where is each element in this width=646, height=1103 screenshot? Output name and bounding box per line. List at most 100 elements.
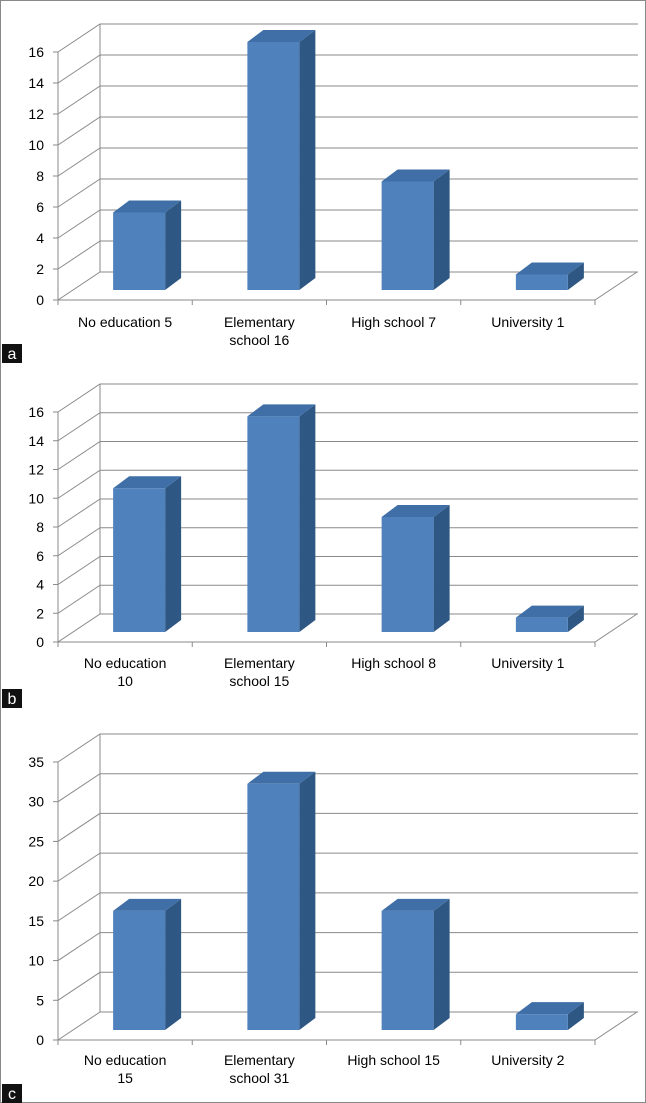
bar-side <box>567 262 584 290</box>
y-tick-label: 20 <box>28 873 44 889</box>
bar <box>247 416 300 632</box>
grid-line <box>57 613 638 643</box>
y-tick-label: 5 <box>36 992 44 1008</box>
grid-line <box>57 85 638 115</box>
y-tick-label: 2 <box>36 605 44 621</box>
bar <box>113 212 166 290</box>
y-tick-label: 4 <box>36 577 44 593</box>
bar-side <box>433 169 450 290</box>
panel-label: a <box>8 346 17 363</box>
y-tick-label: 0 <box>36 292 44 308</box>
grid-line <box>57 584 638 614</box>
x-tick-label: University 2 <box>491 1052 564 1068</box>
panel-label-box <box>2 344 22 363</box>
y-tick-label: 10 <box>28 953 44 969</box>
bar-side <box>299 771 316 1030</box>
y-tick-label: 16 <box>28 44 44 60</box>
y-tick-label: 15 <box>28 913 44 929</box>
y-tick-label: 0 <box>36 634 44 650</box>
x-tick-label: High school 15 <box>347 1052 440 1068</box>
bar-side <box>165 200 182 290</box>
x-tick-label: University 1 <box>491 655 564 671</box>
bar-side <box>567 1002 584 1030</box>
grid-line <box>57 556 638 585</box>
grid-line <box>57 812 638 842</box>
bar-top <box>247 404 316 417</box>
grid-line <box>57 498 638 528</box>
bar-top <box>381 505 450 517</box>
bar <box>381 181 434 290</box>
bar-top <box>247 771 316 784</box>
grid-line <box>57 932 638 961</box>
bar-top <box>113 898 182 911</box>
bar-top <box>381 898 450 911</box>
grid-line <box>57 441 638 470</box>
y-tick-label: 35 <box>28 754 44 770</box>
chart-panel: 0 2 4 6 8 10 12 14 16 No education 10 Elementary sch… <box>2 383 638 708</box>
x-tick-label: Elementary school 31 <box>224 1052 295 1086</box>
chart-panel: 0 5 10 15 20 25 30 35 No education 15 Elementary sc… <box>2 733 638 1103</box>
grid-line <box>57 271 638 301</box>
y-tick-label: 10 <box>28 490 44 506</box>
y-tick-label: 4 <box>36 230 44 246</box>
grid-line <box>57 469 638 499</box>
grid-line <box>57 773 638 803</box>
bar <box>515 1014 568 1030</box>
bar <box>247 42 300 290</box>
y-tick-label: 16 <box>28 404 44 420</box>
panel-label-box <box>2 1084 22 1103</box>
grid-line <box>57 852 638 882</box>
x-tick-label: High school 7 <box>351 314 436 330</box>
panel-label-box <box>2 689 22 708</box>
grid-line <box>57 147 638 177</box>
bar-side <box>433 505 450 632</box>
bar-top <box>381 169 450 182</box>
grid-line <box>57 240 638 270</box>
x-tick-label: Elementary school 15 <box>224 655 295 689</box>
bar-top <box>515 262 584 275</box>
y-tick-label: 6 <box>36 199 44 215</box>
bar-top <box>247 30 316 42</box>
bar-side <box>165 898 182 1030</box>
grid-line <box>57 412 638 442</box>
bar <box>381 910 434 1030</box>
y-tick-label: 0 <box>36 1032 44 1048</box>
y-tick-label: 25 <box>28 833 44 849</box>
bar-side <box>567 605 584 632</box>
y-tick-label: 8 <box>36 168 44 184</box>
bar <box>247 783 300 1030</box>
grid-line <box>57 971 638 1001</box>
x-tick-label: No education 15 <box>84 1052 167 1086</box>
bar <box>515 617 568 632</box>
y-tick-label: 8 <box>36 519 44 535</box>
grid-line <box>57 116 638 146</box>
y-tick-label: 6 <box>36 548 44 564</box>
grid-line <box>57 892 638 922</box>
grid-line <box>57 178 638 208</box>
y-tick-label: 12 <box>28 462 44 478</box>
grid-line <box>57 209 638 239</box>
y-tick-label: 30 <box>28 794 44 810</box>
bar-top <box>113 200 182 213</box>
bar-top <box>113 476 182 489</box>
y-tick-label: 14 <box>28 433 44 449</box>
y-tick-label: 2 <box>36 261 44 277</box>
bar <box>113 910 166 1030</box>
bar-side <box>165 476 182 632</box>
grid-line <box>57 733 638 763</box>
bar <box>515 274 568 290</box>
y-tick-label: 14 <box>28 75 44 91</box>
x-tick-label: No education 5 <box>78 314 172 330</box>
panel-label: c <box>8 1086 16 1103</box>
y-tick-label: 12 <box>28 106 44 122</box>
bar <box>381 517 434 632</box>
bar-top <box>515 605 584 618</box>
chart-panel: 0 2 4 6 8 10 12 14 16 No education 5 Elementary sch… <box>2 23 638 363</box>
panel-label: b <box>8 691 17 708</box>
bar-side <box>299 30 316 290</box>
grid-line <box>57 383 638 413</box>
bar-top <box>515 1002 584 1015</box>
bar-side <box>433 898 450 1030</box>
